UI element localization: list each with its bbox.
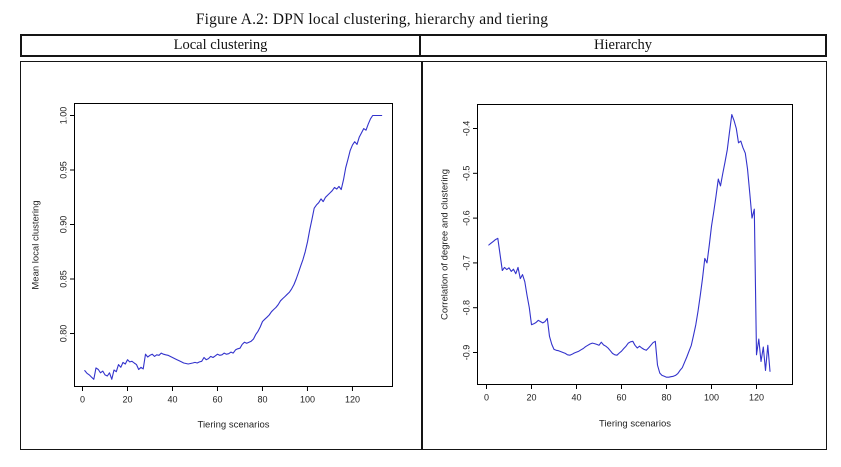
local-clustering-y-axis-label: Mean local clustering xyxy=(31,200,42,289)
local-clustering-plot-frame xyxy=(74,103,393,387)
y-tick-label: 0.90 xyxy=(59,216,69,234)
y-tick-label: -0.5 xyxy=(462,166,472,182)
x-tick-label: 20 xyxy=(122,395,132,405)
panel-header-row: Local clustering Hierarchy xyxy=(20,34,827,57)
hierarchy-x-axis-label: Tiering scenarios xyxy=(599,419,671,430)
y-tick-label: 1.00 xyxy=(59,107,69,125)
x-tick-label: 0 xyxy=(80,395,85,405)
hierarchy-series-line xyxy=(488,114,771,378)
hierarchy-y-axis-label: Correlation of degree and clustering xyxy=(440,169,451,320)
y-tick-label: -0.6 xyxy=(462,210,472,226)
y-tick-label: -0.9 xyxy=(462,345,472,361)
panel-divider xyxy=(421,62,423,449)
y-tick-label: 0.80 xyxy=(59,325,69,343)
y-tick-label: -0.8 xyxy=(462,300,472,316)
x-tick-label: 40 xyxy=(571,393,581,403)
y-tick-label: 0.85 xyxy=(59,270,69,288)
x-tick-label: 0 xyxy=(484,393,489,403)
x-tick-label: 100 xyxy=(704,393,719,403)
header-local-clustering: Local clustering xyxy=(22,36,421,55)
y-tick-label: 0.95 xyxy=(59,161,69,179)
x-tick-label: 60 xyxy=(616,393,626,403)
x-tick-label: 60 xyxy=(212,395,222,405)
x-tick-label: 120 xyxy=(345,395,360,405)
header-hierarchy: Hierarchy xyxy=(594,37,652,53)
x-tick-label: 80 xyxy=(661,393,671,403)
charts-container: 0 20 40 60 80 100 120 0.80 0.85 0.90 0.95 1.00 Tieri… xyxy=(20,61,827,450)
y-tick-label: -0.4 xyxy=(462,121,472,137)
x-tick-label: 120 xyxy=(749,393,764,403)
local-clustering-x-axis-label: Tiering scenarios xyxy=(198,420,270,431)
x-tick-label: 20 xyxy=(526,393,536,403)
x-tick-label: 40 xyxy=(167,395,177,405)
local-clustering-series-line xyxy=(84,114,383,380)
x-tick-label: 80 xyxy=(257,395,267,405)
plots-svg: 0 20 40 60 80 100 120 0.80 0.85 0.90 0.95 1.00 Tieri… xyxy=(31,103,793,431)
y-tick-label: -0.7 xyxy=(462,255,472,271)
hierarchy-plot-frame xyxy=(477,104,793,385)
figure-title: Figure A.2: DPN local clustering, hierar… xyxy=(195,11,549,28)
x-tick-label: 100 xyxy=(300,395,315,405)
